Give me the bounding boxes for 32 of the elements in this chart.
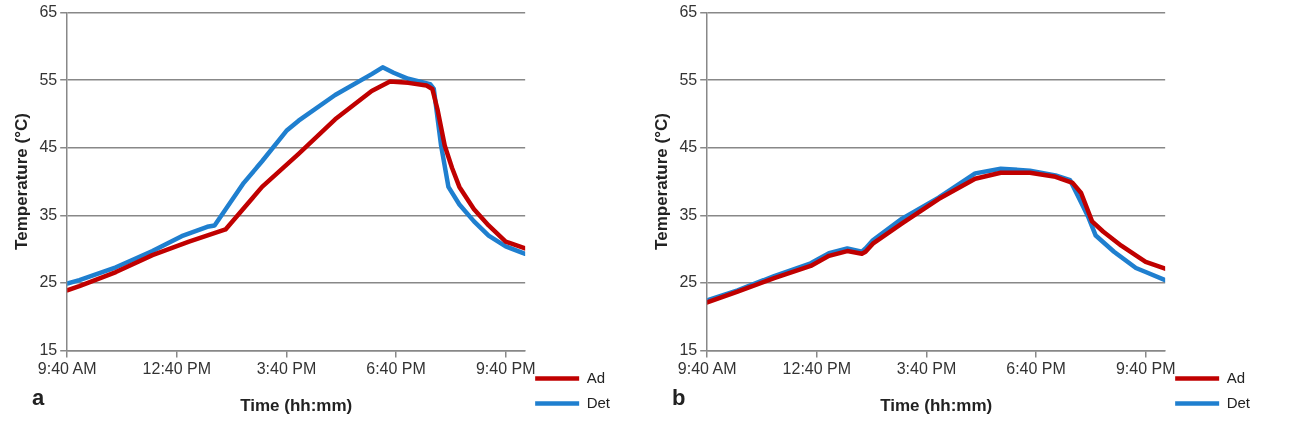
x-tick-label: 9:40 AM [677,360,737,378]
x-tick-label: 9:40 AM [37,360,97,378]
x-axis-title: Time (hh:mm) [240,396,353,416]
y-tick-label: 35 [679,205,698,223]
y-axis-title: Temperature (°C) [651,113,671,250]
y-tick-label: 45 [39,138,58,156]
x-tick-label: 9:40 PM [1115,360,1176,378]
y-tick-label: 15 [679,340,698,358]
legend-label: Det [1226,393,1251,411]
x-tick-label: 12:40 PM [782,360,852,378]
x-axis-title: Time (hh:mm) [880,396,993,416]
legend-label: Ad [586,368,606,386]
y-tick-label: 35 [39,205,58,223]
y-tick-label: 55 [679,70,698,88]
y-tick-label: 65 [679,3,698,21]
y-tick-label: 15 [39,340,58,358]
y-tick-label: 25 [39,273,58,291]
x-tick-label: 12:40 PM [142,360,212,378]
x-tick-label: 6:40 PM [366,360,426,378]
y-axis-title: Temperature (°C) [11,113,31,250]
y-tick-label: 55 [39,70,58,88]
text: b [672,385,686,411]
x-tick-label: 6:40 PM [1006,360,1066,378]
x-tick-label: 9:40 PM [475,360,536,378]
x-tick-label: 3:40 PM [896,360,957,378]
y-tick-label: 25 [679,273,698,291]
legend-label: Ad [1226,368,1246,386]
text: a [32,385,45,411]
y-tick-label: 45 [679,138,698,156]
legend-label: Det [586,393,611,411]
y-tick-label: 65 [39,3,58,21]
x-tick-label: 3:40 PM [256,360,317,378]
